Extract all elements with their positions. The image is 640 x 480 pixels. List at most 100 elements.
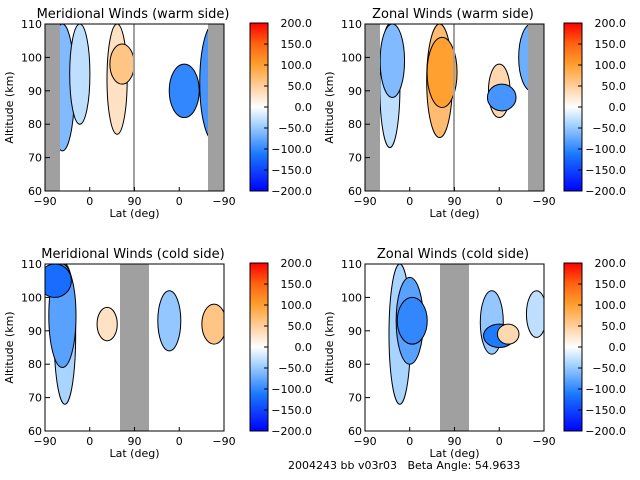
plot-area <box>365 264 544 431</box>
x-axis-label: Lat (deg) <box>430 447 480 460</box>
colorbar-tick-label: −50.0 <box>278 362 312 375</box>
wind-contour <box>486 83 517 112</box>
x-tick-label: −90 <box>212 195 235 208</box>
y-tick-label: 90 <box>28 85 42 98</box>
y-tick-label: 80 <box>28 358 42 371</box>
y-tick-label: 70 <box>348 392 362 405</box>
x-tick-label: −90 <box>353 435 376 448</box>
y-axis-label: Altitude (km) <box>3 71 16 143</box>
chart-panel: Meridional Winds (warm side) 60 70 80 90 100 1… <box>3 7 312 220</box>
y-tick-label: 70 <box>348 152 362 165</box>
plot-area <box>365 24 544 191</box>
colorbar-tick-label: 200.0 <box>281 257 313 270</box>
colorbar-tick-label: −150.0 <box>585 404 626 417</box>
y-tick-label: 80 <box>348 118 362 131</box>
colorbar-tick-label: −100.0 <box>271 383 312 396</box>
y-tick-label: 80 <box>348 358 362 371</box>
chart-title: Zonal Winds (warm side) <box>372 7 534 22</box>
x-tick-label: −90 <box>353 195 376 208</box>
run-id: 2004243 bb v03r03 <box>288 459 397 472</box>
x-axis-label: Lat (deg) <box>110 207 160 220</box>
colorbar-tick-label: −150.0 <box>271 164 312 177</box>
colorbar-tick-label: 150.0 <box>595 38 627 51</box>
x-tick-label: 0 <box>86 195 93 208</box>
y-tick-label: 100 <box>341 291 362 304</box>
colorbar-tick-label: 200.0 <box>281 17 313 30</box>
x-tick-label: 0 <box>86 435 93 448</box>
data-gap <box>45 24 60 191</box>
y-tick-label: 70 <box>28 392 42 405</box>
colorbar-tick-label: −200.0 <box>271 185 312 198</box>
data-gap <box>120 264 149 431</box>
colorbar-tick-label: −50.0 <box>278 122 312 135</box>
colorbar-tick-label: −100.0 <box>585 143 626 156</box>
x-tick-label: 90 <box>448 435 462 448</box>
x-tick-label: 0 <box>496 435 503 448</box>
chart-panel: Zonal Winds (cold side) 60 70 80 90 100 110 −90… <box>323 247 626 460</box>
y-axis-label: Altitude (km) <box>3 311 16 383</box>
colorbar-tick-label: 150.0 <box>281 38 313 51</box>
colorbar-tick-label: −200.0 <box>585 425 626 438</box>
colorbar-tick-label: 100.0 <box>595 299 627 312</box>
y-tick-label: 100 <box>21 51 42 64</box>
colorbar-tick-label: −200.0 <box>271 425 312 438</box>
colorbar-tick-label: 0.0 <box>295 101 313 114</box>
colorbar-tick-label: 150.0 <box>595 278 627 291</box>
y-axis-label: Altitude (km) <box>323 71 336 143</box>
chart-title: Meridional Winds (cold side) <box>41 247 224 262</box>
colorbar-tick-label: 0.0 <box>609 101 627 114</box>
colorbar-tick-label: 50.0 <box>288 320 313 333</box>
chart-title: Meridional Winds (warm side) <box>37 7 230 22</box>
colorbar-tick-label: −50.0 <box>592 122 626 135</box>
y-tick-label: 60 <box>348 185 362 198</box>
wind-contour <box>201 303 224 345</box>
colorbar-tick-label: −150.0 <box>271 404 312 417</box>
data-gap <box>528 24 544 191</box>
x-tick-label: 0 <box>176 195 183 208</box>
plot-area <box>45 264 224 431</box>
colorbar-tick-label: −50.0 <box>592 362 626 375</box>
colorbar-tick-label: 0.0 <box>609 341 627 354</box>
chart-panel: Meridional Winds (cold side) 60 70 80 90 100 1… <box>3 247 312 460</box>
y-axis-label: Altitude (km) <box>323 311 336 383</box>
colorbar-tick-label: −200.0 <box>585 185 626 198</box>
wind-contour <box>396 296 428 345</box>
x-tick-label: −90 <box>532 435 555 448</box>
wind-contour <box>496 323 520 345</box>
y-tick-label: 80 <box>28 118 42 131</box>
colorbar-tick-label: 200.0 <box>595 17 627 30</box>
footer-info: 2004243 bb v03r03 Beta Angle: 54.9633 <box>288 459 520 472</box>
colorbar-tick-label: 50.0 <box>602 80 627 93</box>
wind-contour <box>45 264 72 298</box>
wind-contour <box>168 63 200 119</box>
x-axis-label: Lat (deg) <box>110 447 160 460</box>
y-tick-label: 100 <box>341 51 362 64</box>
x-tick-label: 0 <box>406 195 413 208</box>
chart-panel: Zonal Winds (warm side) 60 70 80 90 100 110 −90… <box>323 7 626 220</box>
wind-contour <box>157 290 182 352</box>
y-tick-label: 90 <box>28 325 42 338</box>
y-tick-label: 110 <box>21 18 42 31</box>
x-tick-label: 0 <box>496 195 503 208</box>
y-tick-label: 60 <box>28 185 42 198</box>
x-tick-label: −90 <box>33 195 56 208</box>
data-gap <box>365 24 380 191</box>
data-gap <box>208 24 224 191</box>
data-gap <box>453 24 455 191</box>
y-tick-label: 60 <box>28 425 42 438</box>
plot-area <box>45 24 224 191</box>
beta-angle-label: Beta Angle: <box>407 459 472 472</box>
x-tick-label: 90 <box>448 195 462 208</box>
colorbar-tick-label: 50.0 <box>288 80 313 93</box>
colorbar-tick-label: 0.0 <box>295 341 313 354</box>
x-tick-label: 0 <box>176 435 183 448</box>
colorbar-tick-label: 100.0 <box>595 59 627 72</box>
y-tick-label: 90 <box>348 325 362 338</box>
chart-title: Zonal Winds (cold side) <box>377 247 529 262</box>
data-gap <box>440 264 469 431</box>
wind-contour <box>379 24 406 98</box>
wind-contour <box>69 24 91 125</box>
y-tick-label: 60 <box>348 425 362 438</box>
x-axis-label: Lat (deg) <box>430 207 480 220</box>
